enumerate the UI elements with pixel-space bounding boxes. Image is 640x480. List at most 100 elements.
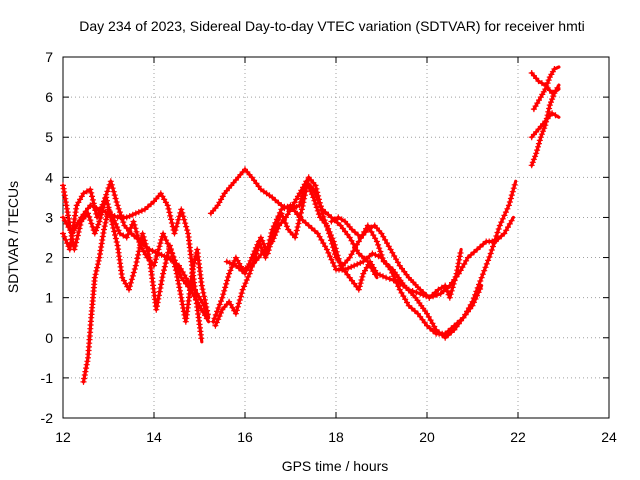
data-point: [198, 305, 205, 312]
data-point: [178, 298, 185, 305]
data-point: [251, 248, 258, 255]
data-point: [328, 232, 334, 239]
data-point: [244, 264, 251, 271]
data-point: [112, 220, 119, 227]
data-point: [342, 266, 349, 273]
data-point: [474, 292, 480, 299]
data-point: [326, 228, 333, 235]
data-point: [490, 243, 496, 250]
data-point: [132, 262, 139, 269]
data-point: [89, 193, 95, 200]
data-point: [166, 243, 173, 250]
data-point: [298, 209, 304, 216]
data-point: [332, 245, 339, 252]
data-point: [238, 290, 245, 297]
data-point: [322, 243, 329, 250]
data-point: [210, 318, 217, 325]
data-point: [314, 207, 321, 214]
data-point: [348, 226, 355, 233]
data-point: [316, 233, 323, 240]
data-point: [135, 251, 142, 258]
data-point: [392, 276, 399, 283]
data-point: [549, 110, 556, 117]
data-point: [258, 244, 265, 251]
data-point: [408, 305, 415, 312]
data-point: [372, 235, 379, 242]
data-point: [485, 257, 492, 264]
data-point: [94, 214, 101, 221]
data-point: [72, 224, 79, 231]
data-point: [232, 262, 239, 269]
data-point: [546, 102, 553, 109]
data-point: [355, 250, 362, 257]
data-point: [284, 203, 291, 210]
data-point: [420, 289, 427, 296]
data-point: [143, 243, 150, 250]
data-point: [295, 220, 302, 227]
data-point: [160, 270, 167, 277]
series-track: [60, 190, 205, 344]
data-point: [549, 90, 556, 97]
data-point: [111, 217, 118, 224]
data-point: [445, 328, 452, 335]
data-point: [163, 237, 170, 244]
data-point: [74, 232, 81, 239]
data-point: [76, 225, 83, 232]
data-point: [302, 219, 309, 226]
data-point: [331, 263, 338, 270]
data-point: [443, 285, 450, 292]
data-point: [310, 194, 317, 201]
data-point: [87, 202, 94, 209]
data-point: [477, 286, 484, 292]
data-point: [503, 227, 510, 234]
data-point: [469, 302, 476, 309]
data-point: [215, 316, 222, 323]
data-point: [540, 128, 546, 135]
data-point: [383, 274, 390, 281]
data-point: [247, 257, 254, 264]
data-point: [235, 300, 242, 307]
data-point: [183, 223, 190, 230]
data-point: [191, 293, 197, 300]
data-point: [252, 244, 259, 251]
data-point: [96, 218, 103, 225]
data-point: [114, 224, 121, 231]
series-line: [225, 203, 484, 336]
data-point: [477, 243, 484, 250]
data-point: [101, 223, 108, 230]
data-point: [164, 240, 171, 247]
data-point: [158, 277, 165, 284]
data-point: [91, 274, 98, 281]
data-point: [283, 223, 290, 230]
data-point: [216, 301, 223, 308]
data-point: [187, 286, 194, 293]
data-point: [171, 230, 178, 237]
data-point: [333, 248, 340, 255]
data-point: [396, 286, 403, 293]
data-point: [274, 225, 281, 232]
data-point: [496, 222, 503, 229]
data-point: [364, 226, 371, 233]
data-point: [269, 194, 276, 201]
data-point: [273, 216, 280, 223]
data-point: [409, 288, 416, 294]
data-point: [293, 227, 300, 234]
data-point: [177, 271, 183, 278]
data-point: [211, 315, 218, 322]
data-point: [308, 191, 315, 198]
data-point: [313, 185, 320, 192]
data-point: [387, 246, 394, 253]
data-point: [355, 286, 362, 293]
data-point: [125, 231, 132, 238]
data-point: [413, 289, 420, 296]
data-point: [243, 277, 250, 283]
data-point: [380, 273, 386, 280]
data-point: [159, 274, 166, 281]
data-point: [154, 299, 161, 306]
data-point: [112, 235, 119, 242]
data-point: [501, 212, 508, 219]
data-point: [346, 234, 353, 241]
data-point: [134, 255, 141, 262]
data-point: [389, 269, 396, 276]
